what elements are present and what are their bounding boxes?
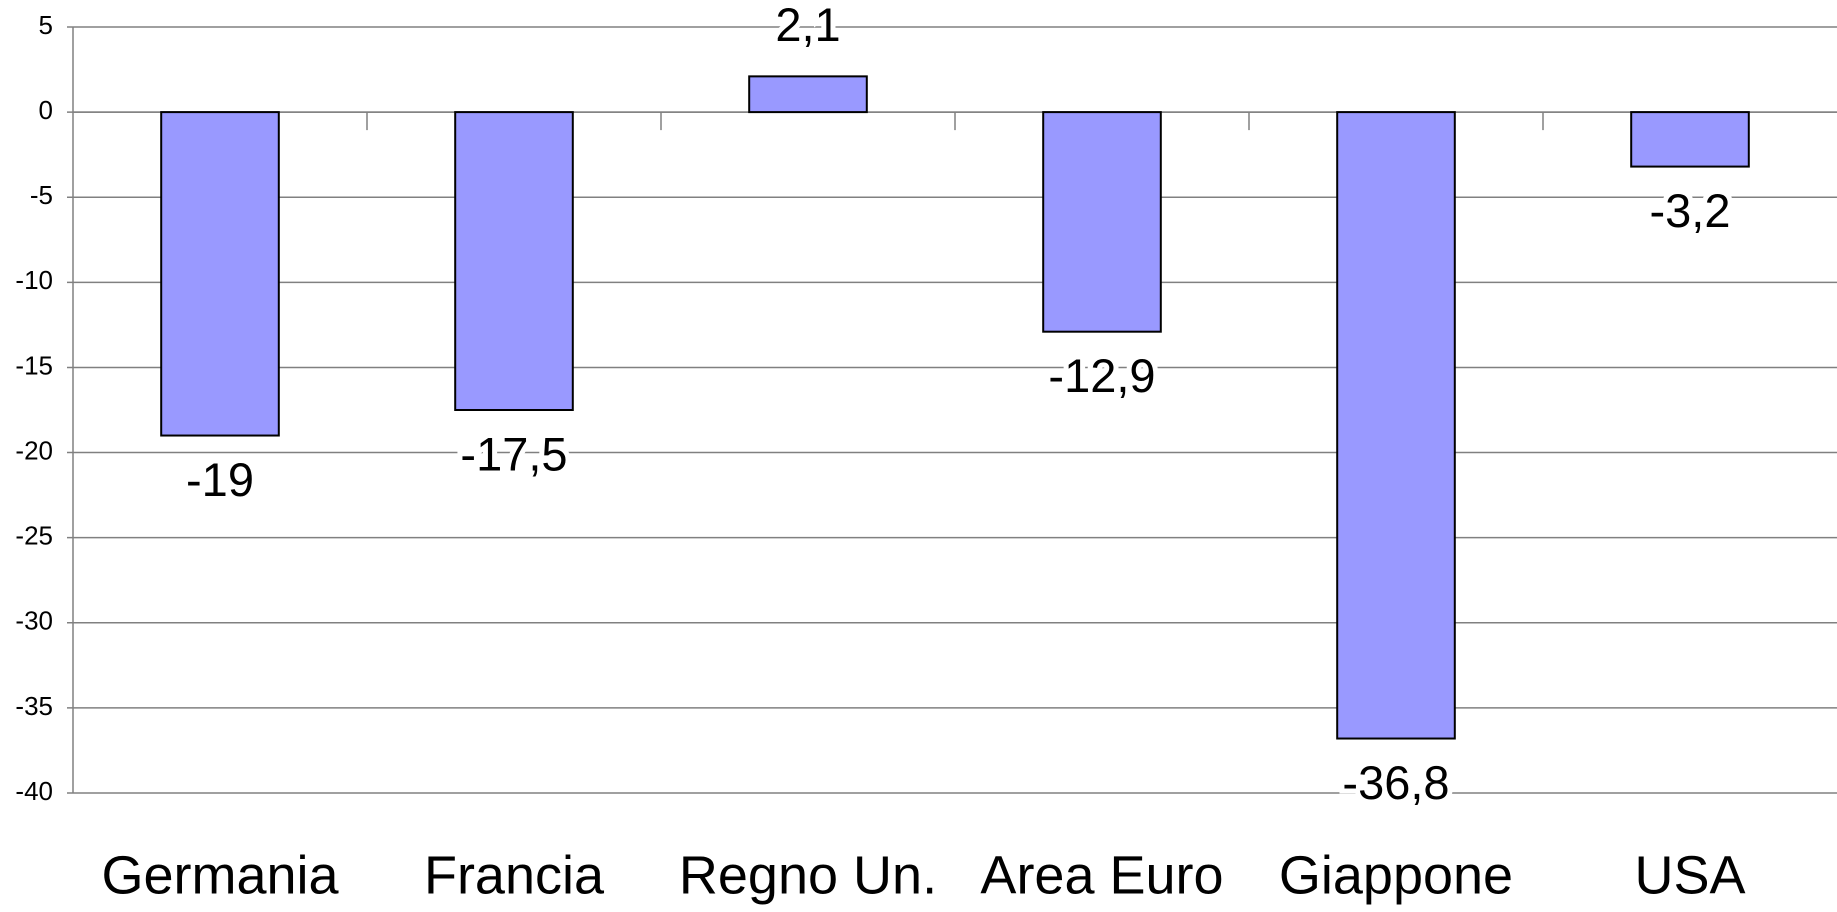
- y-tick-label: -5: [30, 180, 53, 210]
- value-label: -17,5: [460, 427, 567, 480]
- y-tick-label: -30: [15, 606, 53, 636]
- x-tick-label: Regno Un.: [679, 845, 937, 905]
- y-tick-label: -15: [15, 350, 53, 380]
- y-tick-label: -25: [15, 521, 53, 551]
- x-tick-label: Area Euro: [980, 845, 1223, 905]
- value-label: -12,9: [1048, 349, 1155, 402]
- bar: [1336, 111, 1456, 740]
- value-label: -19: [186, 453, 254, 506]
- y-tick-label: 5: [39, 10, 53, 40]
- value-label: -3,2: [1650, 184, 1731, 237]
- y-tick-label: -20: [15, 435, 53, 465]
- bar: [748, 75, 868, 114]
- y-tick-label: 0: [39, 95, 53, 125]
- y-tick-label: -40: [15, 776, 53, 806]
- x-tick-label: Germania: [101, 845, 339, 905]
- bar: [1630, 111, 1750, 168]
- value-label: 2,1: [775, 0, 840, 51]
- bar: [160, 111, 280, 437]
- x-tick-label: Francia: [424, 845, 605, 905]
- bar: [454, 111, 574, 411]
- x-tick-label: USA: [1634, 845, 1745, 905]
- bar: [1042, 111, 1162, 333]
- value-label: -36,8: [1342, 756, 1449, 809]
- y-tick-label: -35: [15, 691, 53, 721]
- y-tick-label: -10: [15, 265, 53, 295]
- x-tick-label: Giappone: [1279, 845, 1513, 905]
